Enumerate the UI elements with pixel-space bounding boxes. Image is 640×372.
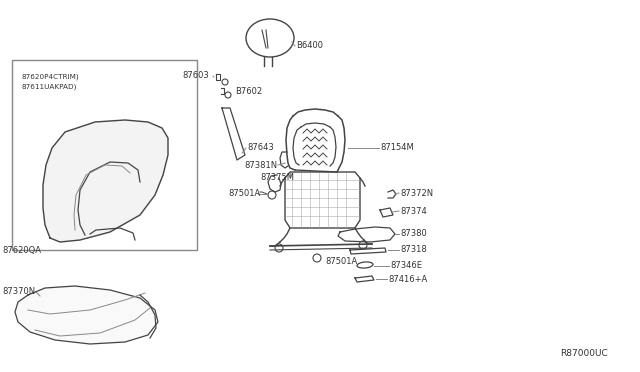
Text: 87372N: 87372N (400, 189, 433, 198)
Text: 87611UAKPAD): 87611UAKPAD) (22, 84, 77, 90)
Text: 87603: 87603 (182, 71, 209, 80)
Text: 87375M: 87375M (260, 173, 294, 182)
Bar (12, 60, 197, 250)
Text: 87416+A: 87416+A (388, 275, 428, 283)
Text: B6400: B6400 (296, 42, 323, 51)
Text: 87154M: 87154M (380, 144, 413, 153)
Text: 87501A: 87501A (228, 189, 260, 199)
Text: 87380: 87380 (400, 230, 427, 238)
Text: 87374: 87374 (400, 206, 427, 215)
Text: B7602: B7602 (235, 87, 262, 96)
Text: 87318: 87318 (400, 246, 427, 254)
Polygon shape (43, 120, 168, 242)
Text: 87620QA: 87620QA (2, 246, 41, 254)
Text: R87000UC: R87000UC (560, 349, 608, 358)
Polygon shape (15, 286, 158, 344)
Text: 87370N: 87370N (2, 288, 35, 296)
Text: 87381N: 87381N (244, 160, 277, 170)
Text: 87620P4CTRIM): 87620P4CTRIM) (22, 73, 79, 80)
Text: 87643: 87643 (247, 144, 274, 153)
Text: 87346E: 87346E (390, 262, 422, 270)
Text: 87501A: 87501A (325, 257, 357, 266)
